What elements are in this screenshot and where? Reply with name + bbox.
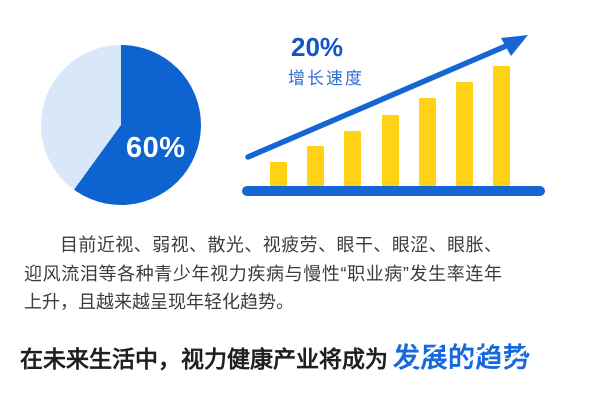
headline-highlight: 发展的趋势 xyxy=(393,336,535,375)
pie-chart: 60% xyxy=(41,44,201,206)
pie-percentage-label: 60% xyxy=(126,132,186,164)
headline: 在未来生活中，视力健康产业将成为 发展的趋势 xyxy=(20,336,535,375)
chart-baseline xyxy=(242,186,545,196)
growth-caption-label: 增长速度 xyxy=(288,69,364,88)
bar-6 xyxy=(456,82,473,186)
bar-2 xyxy=(307,146,325,186)
trend-arrow-icon xyxy=(245,35,528,160)
bar-4 xyxy=(381,115,399,186)
bar-3 xyxy=(344,131,362,186)
growth-rate-label: 20% xyxy=(291,32,344,62)
headline-highlight-text: 发展的趋势 xyxy=(393,343,531,373)
headline-prefix: 在未来生活中，视力健康产业将成为 xyxy=(20,346,388,372)
bar-chart: 20% 增长速度 xyxy=(242,26,545,196)
bar-1 xyxy=(270,162,287,186)
pie-graphic xyxy=(41,45,201,205)
bar-7 xyxy=(493,66,511,186)
bar-5 xyxy=(418,98,436,186)
body-paragraph: 目前近视、弱视、散光、视疲劳、眼干、眼涩、眼胀、迎风流泪等各种青少年视力疾病与慢… xyxy=(24,235,502,312)
